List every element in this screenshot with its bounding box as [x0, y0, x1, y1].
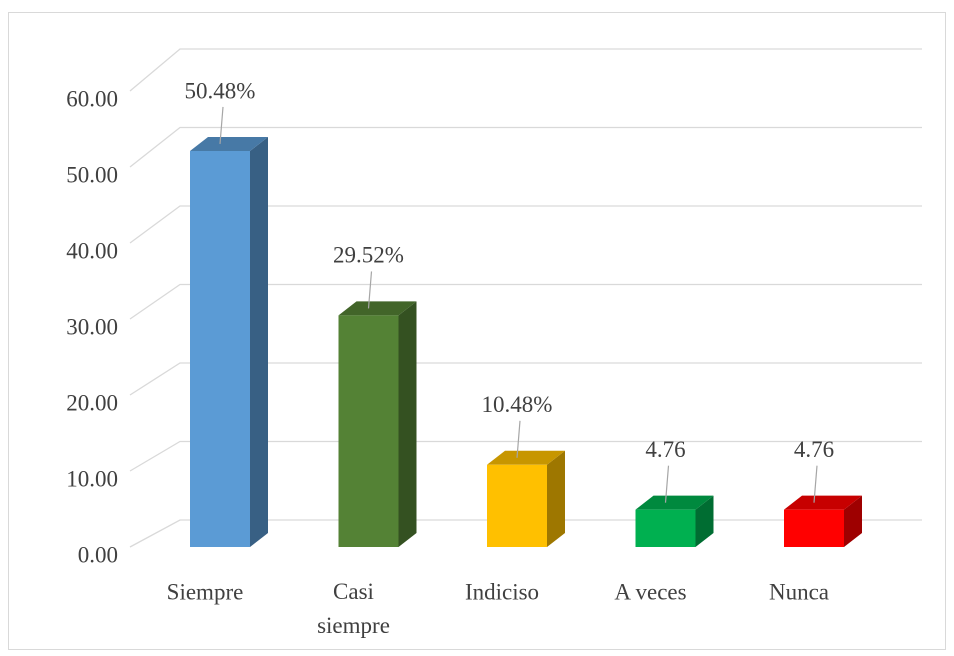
bar: [338, 315, 399, 547]
bar: [190, 150, 250, 547]
bar-top: [635, 495, 714, 510]
bar: [784, 509, 844, 547]
y-tick-label: 10.00: [66, 466, 118, 491]
bar-top: [784, 495, 862, 510]
value-label: 4.76: [645, 437, 685, 462]
value-label: 10.48%: [482, 392, 553, 417]
grid-line: [129, 205, 922, 244]
bar-side: [398, 301, 417, 547]
bar-side: [844, 495, 862, 547]
y-tick-label: 30.00: [66, 314, 118, 339]
bar: [635, 509, 696, 547]
leader-line: [664, 465, 670, 503]
y-tick-label: 60.00: [66, 86, 118, 111]
x-tick-label: Indiciso: [465, 579, 539, 604]
bar: [487, 464, 547, 547]
leader-line: [219, 106, 224, 145]
grid-line: [129, 48, 922, 92]
leader-line: [516, 420, 521, 458]
bar-side: [547, 450, 565, 547]
y-tick-label: 40.00: [66, 238, 118, 263]
x-tick-label: A veces: [614, 579, 686, 604]
leader-line: [813, 465, 818, 503]
x-tick-label: Nunca: [769, 579, 829, 604]
value-label: 50.48%: [185, 78, 256, 103]
bar-top: [338, 301, 417, 316]
y-tick-label: 20.00: [66, 390, 118, 415]
bar-top: [190, 136, 268, 151]
chart-frame: [8, 12, 946, 650]
grid-line: [129, 126, 922, 168]
x-tick-label: Casi siempre: [317, 579, 390, 638]
y-tick-label: 50.00: [66, 162, 118, 187]
y-tick-label: 0.00: [78, 542, 118, 567]
leader-line: [367, 271, 373, 309]
x-tick-label: Siempre: [167, 579, 244, 604]
grid-line: [129, 362, 922, 396]
bar-side: [695, 495, 714, 547]
value-label: 29.52%: [333, 243, 404, 268]
bar-top: [487, 450, 565, 465]
value-label: 4.76: [794, 437, 834, 462]
bar-side: [250, 136, 268, 547]
grid-line: [129, 440, 922, 472]
grid-line: [129, 283, 922, 320]
